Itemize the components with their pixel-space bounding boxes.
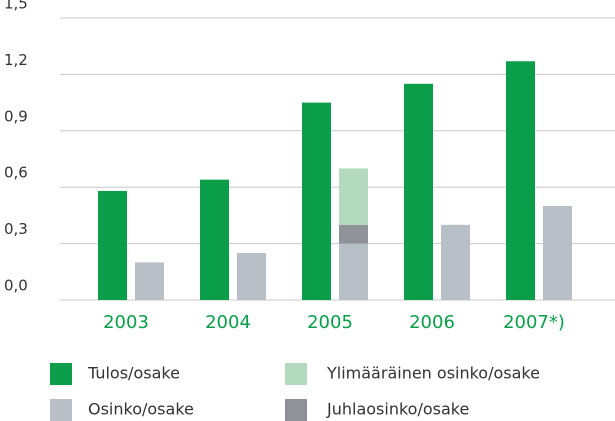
y-tick-label: 1,5	[4, 0, 28, 13]
x-tick-label: 2005	[307, 312, 353, 333]
bar	[339, 243, 368, 300]
bar	[543, 206, 572, 300]
legend-label: Ylimääräinen osinko/osake	[326, 364, 540, 383]
legend-label: Tulos/osake	[87, 364, 180, 383]
legend-label: Juhlaosinko/osake	[326, 400, 469, 419]
y-tick-label: 0,0	[4, 277, 28, 295]
legend-swatch	[285, 363, 307, 385]
y-tick-label: 1,2	[4, 51, 28, 69]
x-tick-label: 2004	[205, 312, 251, 333]
y-tick-label: 0,6	[4, 164, 28, 182]
bar	[339, 224, 368, 244]
y-tick-label: 0,3	[4, 220, 28, 238]
x-tick-label: 2007*)	[503, 312, 565, 333]
bar	[302, 102, 331, 300]
bar	[237, 253, 266, 300]
bar	[506, 61, 535, 300]
bar	[200, 179, 229, 300]
y-tick-label: 0,9	[4, 107, 28, 125]
bar	[441, 224, 470, 300]
x-tick-label: 2006	[409, 312, 455, 333]
bar	[135, 262, 164, 300]
legend-swatch	[50, 363, 72, 385]
x-tick-label: 2003	[103, 312, 149, 333]
bar	[404, 83, 433, 300]
bar	[98, 190, 127, 300]
legend-label: Osinko/osake	[88, 400, 194, 419]
legend-swatch	[285, 399, 307, 421]
bar	[339, 168, 368, 225]
legend-swatch	[50, 399, 72, 421]
